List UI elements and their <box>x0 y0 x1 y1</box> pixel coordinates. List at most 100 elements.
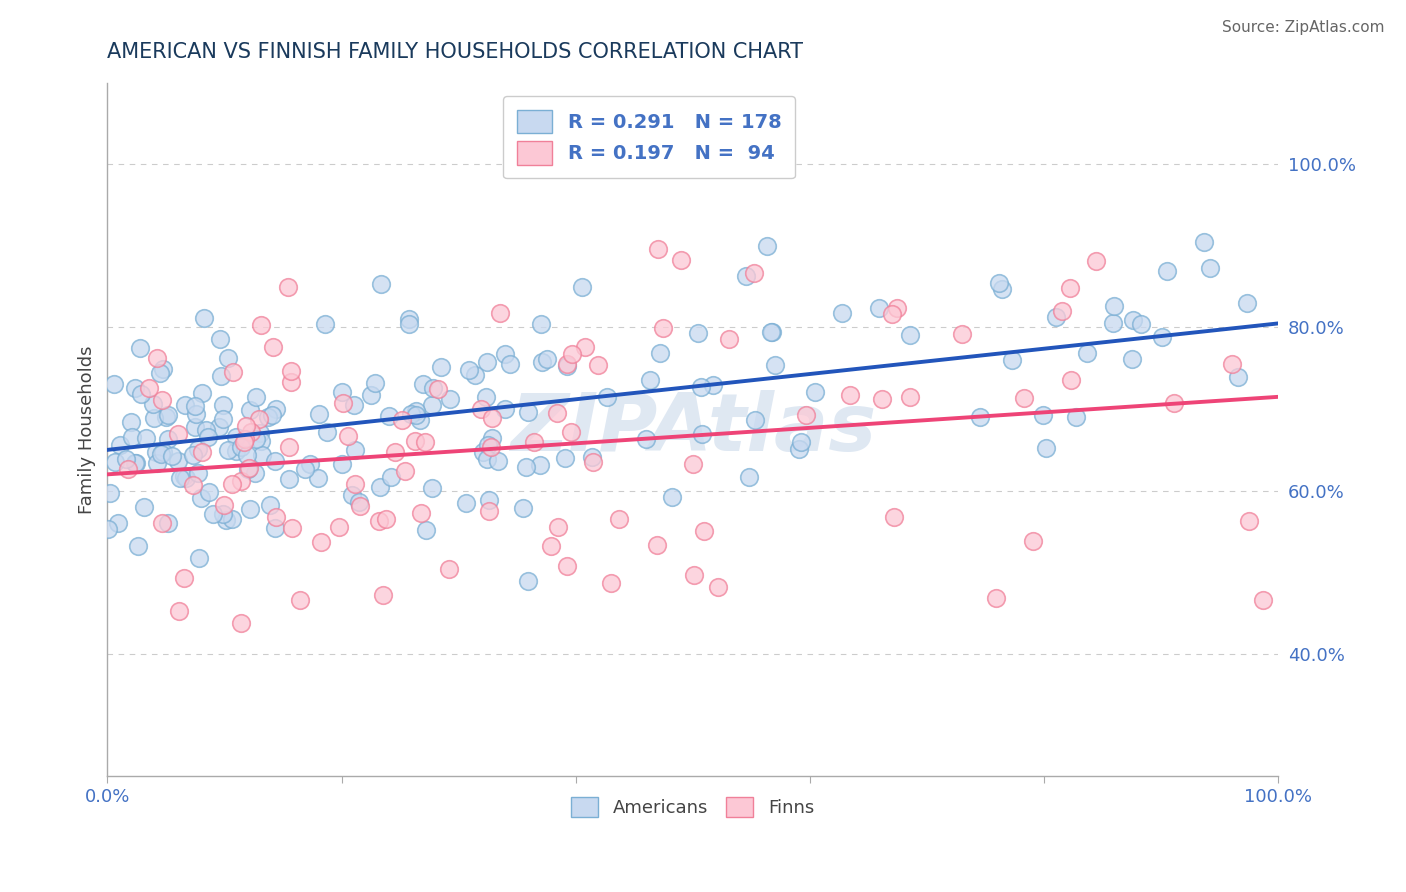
Point <box>380 470 402 484</box>
Point <box>763 358 786 372</box>
Point <box>839 387 862 401</box>
Point <box>264 454 287 468</box>
Point <box>761 325 783 339</box>
Point <box>120 415 142 429</box>
Point <box>755 239 778 253</box>
Point <box>152 445 174 459</box>
Point <box>555 357 578 371</box>
Point <box>378 409 401 423</box>
Point <box>280 363 302 377</box>
Point <box>420 482 443 496</box>
Point <box>384 445 406 459</box>
Point <box>540 539 562 553</box>
Point <box>277 280 299 294</box>
Point <box>868 301 890 315</box>
Point <box>1060 373 1083 387</box>
Point <box>107 516 129 531</box>
Point <box>235 419 257 434</box>
Point <box>193 310 215 325</box>
Point <box>399 407 422 421</box>
Point <box>472 445 495 459</box>
Point <box>239 403 262 417</box>
Point <box>215 513 238 527</box>
Point <box>1220 357 1243 371</box>
Point <box>882 307 904 321</box>
Point <box>991 282 1014 296</box>
Point <box>225 430 247 444</box>
Point <box>1130 317 1153 331</box>
Point <box>191 386 214 401</box>
Point <box>343 397 366 411</box>
Point <box>1102 316 1125 330</box>
Point <box>404 434 426 449</box>
Point <box>167 454 190 468</box>
Point <box>184 420 207 434</box>
Point <box>364 376 387 390</box>
Point <box>458 363 481 377</box>
Point <box>454 495 477 509</box>
Point <box>394 464 416 478</box>
Point <box>211 398 233 412</box>
Point <box>517 574 540 588</box>
Point <box>314 317 336 331</box>
Point <box>1163 396 1185 410</box>
Point <box>481 431 503 445</box>
Point <box>479 440 502 454</box>
Point <box>405 408 427 422</box>
Point <box>212 507 235 521</box>
Text: AMERICAN VS FINNISH FAMILY HOUSEHOLDS CORRELATION CHART: AMERICAN VS FINNISH FAMILY HOUSEHOLDS CO… <box>107 42 803 62</box>
Point <box>1076 346 1098 360</box>
Point <box>1045 310 1067 324</box>
Point <box>371 588 394 602</box>
Point <box>651 320 673 334</box>
Point <box>298 457 321 471</box>
Point <box>742 266 765 280</box>
Point <box>173 571 195 585</box>
Point <box>787 442 810 456</box>
Point <box>245 466 267 480</box>
Point <box>108 438 131 452</box>
Point <box>208 332 231 346</box>
Point <box>405 403 427 417</box>
Point <box>638 373 661 387</box>
Point <box>647 242 669 256</box>
Point <box>330 457 353 471</box>
Point <box>738 470 761 484</box>
Point <box>238 462 260 476</box>
Point <box>145 445 167 459</box>
Point <box>229 440 252 454</box>
Point <box>197 430 219 444</box>
Point <box>195 424 218 438</box>
Text: Source: ZipAtlas.com: Source: ZipAtlas.com <box>1222 20 1385 35</box>
Point <box>187 442 209 456</box>
Point <box>343 442 366 457</box>
Point <box>794 408 817 422</box>
Point <box>702 377 724 392</box>
Point <box>368 480 391 494</box>
Point <box>1156 263 1178 277</box>
Point <box>145 351 167 366</box>
Point <box>682 457 704 471</box>
Point <box>128 342 150 356</box>
Point <box>225 444 247 458</box>
Point <box>98 486 121 500</box>
Point <box>155 409 177 424</box>
Point <box>212 498 235 512</box>
Point <box>336 429 359 443</box>
Point <box>249 425 271 440</box>
Point <box>187 467 209 481</box>
Point <box>645 538 668 552</box>
Point <box>260 409 283 423</box>
Point <box>231 616 253 631</box>
Point <box>536 351 558 366</box>
Point <box>332 396 354 410</box>
Point <box>886 301 908 315</box>
Point <box>152 362 174 376</box>
Point <box>1227 369 1250 384</box>
Point <box>607 512 630 526</box>
Point <box>706 580 728 594</box>
Point <box>950 326 973 341</box>
Point <box>250 318 273 332</box>
Point <box>247 412 270 426</box>
Point <box>898 390 921 404</box>
